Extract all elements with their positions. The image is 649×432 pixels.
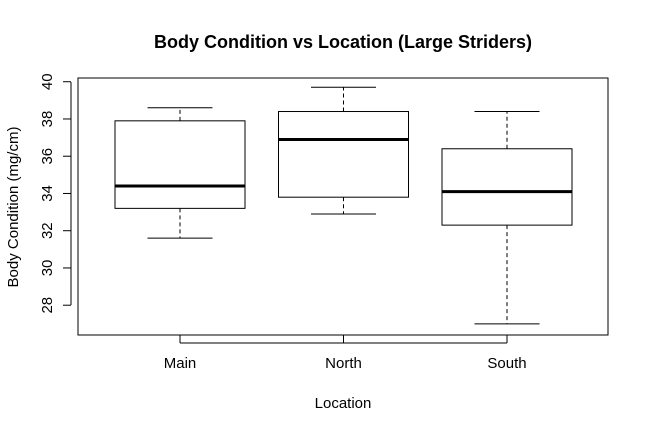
y-tick-label: 40 [39, 73, 56, 90]
x-tick-label: South [487, 355, 526, 372]
y-tick-label: 38 [39, 111, 56, 128]
box-main [114, 107, 246, 239]
x-axis-label: Location [315, 395, 372, 412]
y-axis-ticks: 28 30 32 34 36 38 40 [39, 73, 71, 314]
y-tick-label: 30 [39, 260, 56, 277]
x-tick-label: Main [164, 355, 197, 372]
y-axis-label: Body Condition (mg/cm) [5, 127, 22, 288]
iqr-box [441, 148, 573, 226]
y-tick-label: 34 [39, 185, 56, 202]
iqr-box [114, 120, 246, 209]
y-tick-label: 32 [39, 222, 56, 239]
boxes [114, 86, 573, 325]
y-tick-label: 28 [39, 297, 56, 314]
x-axis-ticks: Main North South [164, 335, 527, 372]
chart-title: Body Condition vs Location (Large Stride… [154, 32, 532, 52]
iqr-box [278, 111, 409, 198]
y-tick-label: 36 [39, 148, 56, 165]
box-south [441, 111, 573, 325]
x-tick-label: North [325, 355, 362, 372]
box-north [278, 86, 409, 215]
